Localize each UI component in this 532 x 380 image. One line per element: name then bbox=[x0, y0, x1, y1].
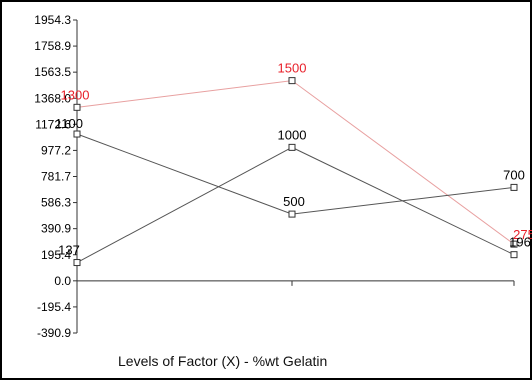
data-label: 700 bbox=[503, 167, 525, 182]
data-labels: 1300 1500 275 1100 500 700 137 1000 196 bbox=[55, 61, 532, 258]
y-tick-label: 586.3 bbox=[41, 196, 71, 210]
data-label: 500 bbox=[283, 194, 305, 209]
data-label: 196 bbox=[509, 235, 531, 250]
data-label: 275 bbox=[513, 227, 532, 242]
data-label: 137 bbox=[58, 243, 80, 258]
y-tick-label: 1954.3 bbox=[34, 13, 71, 27]
y-tick-labels: 1954.3 1758.9 1563.5 1368.0 1172.6 977.2 781.7… bbox=[34, 13, 71, 340]
y-tick-label: 1758.9 bbox=[34, 39, 71, 53]
data-point bbox=[73, 259, 81, 267]
data-point bbox=[288, 77, 296, 85]
series-line bbox=[76, 80, 515, 245]
y-tick-label: 1172.6 bbox=[35, 117, 71, 131]
y-tick-label: 781.7 bbox=[41, 170, 71, 184]
y-tick-label: 977.2 bbox=[41, 143, 71, 157]
y-tick-label: 195.4 bbox=[41, 248, 71, 262]
y-tick-label: 1563.5 bbox=[34, 65, 71, 79]
data-point bbox=[288, 143, 296, 151]
series-lines bbox=[76, 80, 515, 263]
data-point bbox=[510, 240, 518, 248]
data-label: 1000 bbox=[278, 127, 307, 142]
y-tick-label: -390.9 bbox=[37, 326, 71, 340]
data-point bbox=[73, 130, 81, 138]
axes bbox=[73, 19, 515, 334]
data-point bbox=[288, 210, 296, 218]
data-label: 1500 bbox=[278, 61, 307, 76]
data-label: 1100 bbox=[55, 116, 83, 131]
data-point bbox=[510, 251, 518, 259]
y-tick-label: 1368.0 bbox=[34, 91, 71, 105]
x-axis-label: Levels of Factor (X) - %wt Gelatin bbox=[118, 353, 327, 369]
series-points bbox=[73, 77, 518, 267]
data-point bbox=[510, 183, 518, 191]
data-label: 1300 bbox=[61, 87, 90, 102]
y-tick-label: 390.9 bbox=[41, 222, 71, 236]
data-point bbox=[73, 103, 81, 111]
y-tick-label: 0.0 bbox=[54, 274, 71, 288]
y-tick-label: -195.4 bbox=[37, 300, 71, 314]
